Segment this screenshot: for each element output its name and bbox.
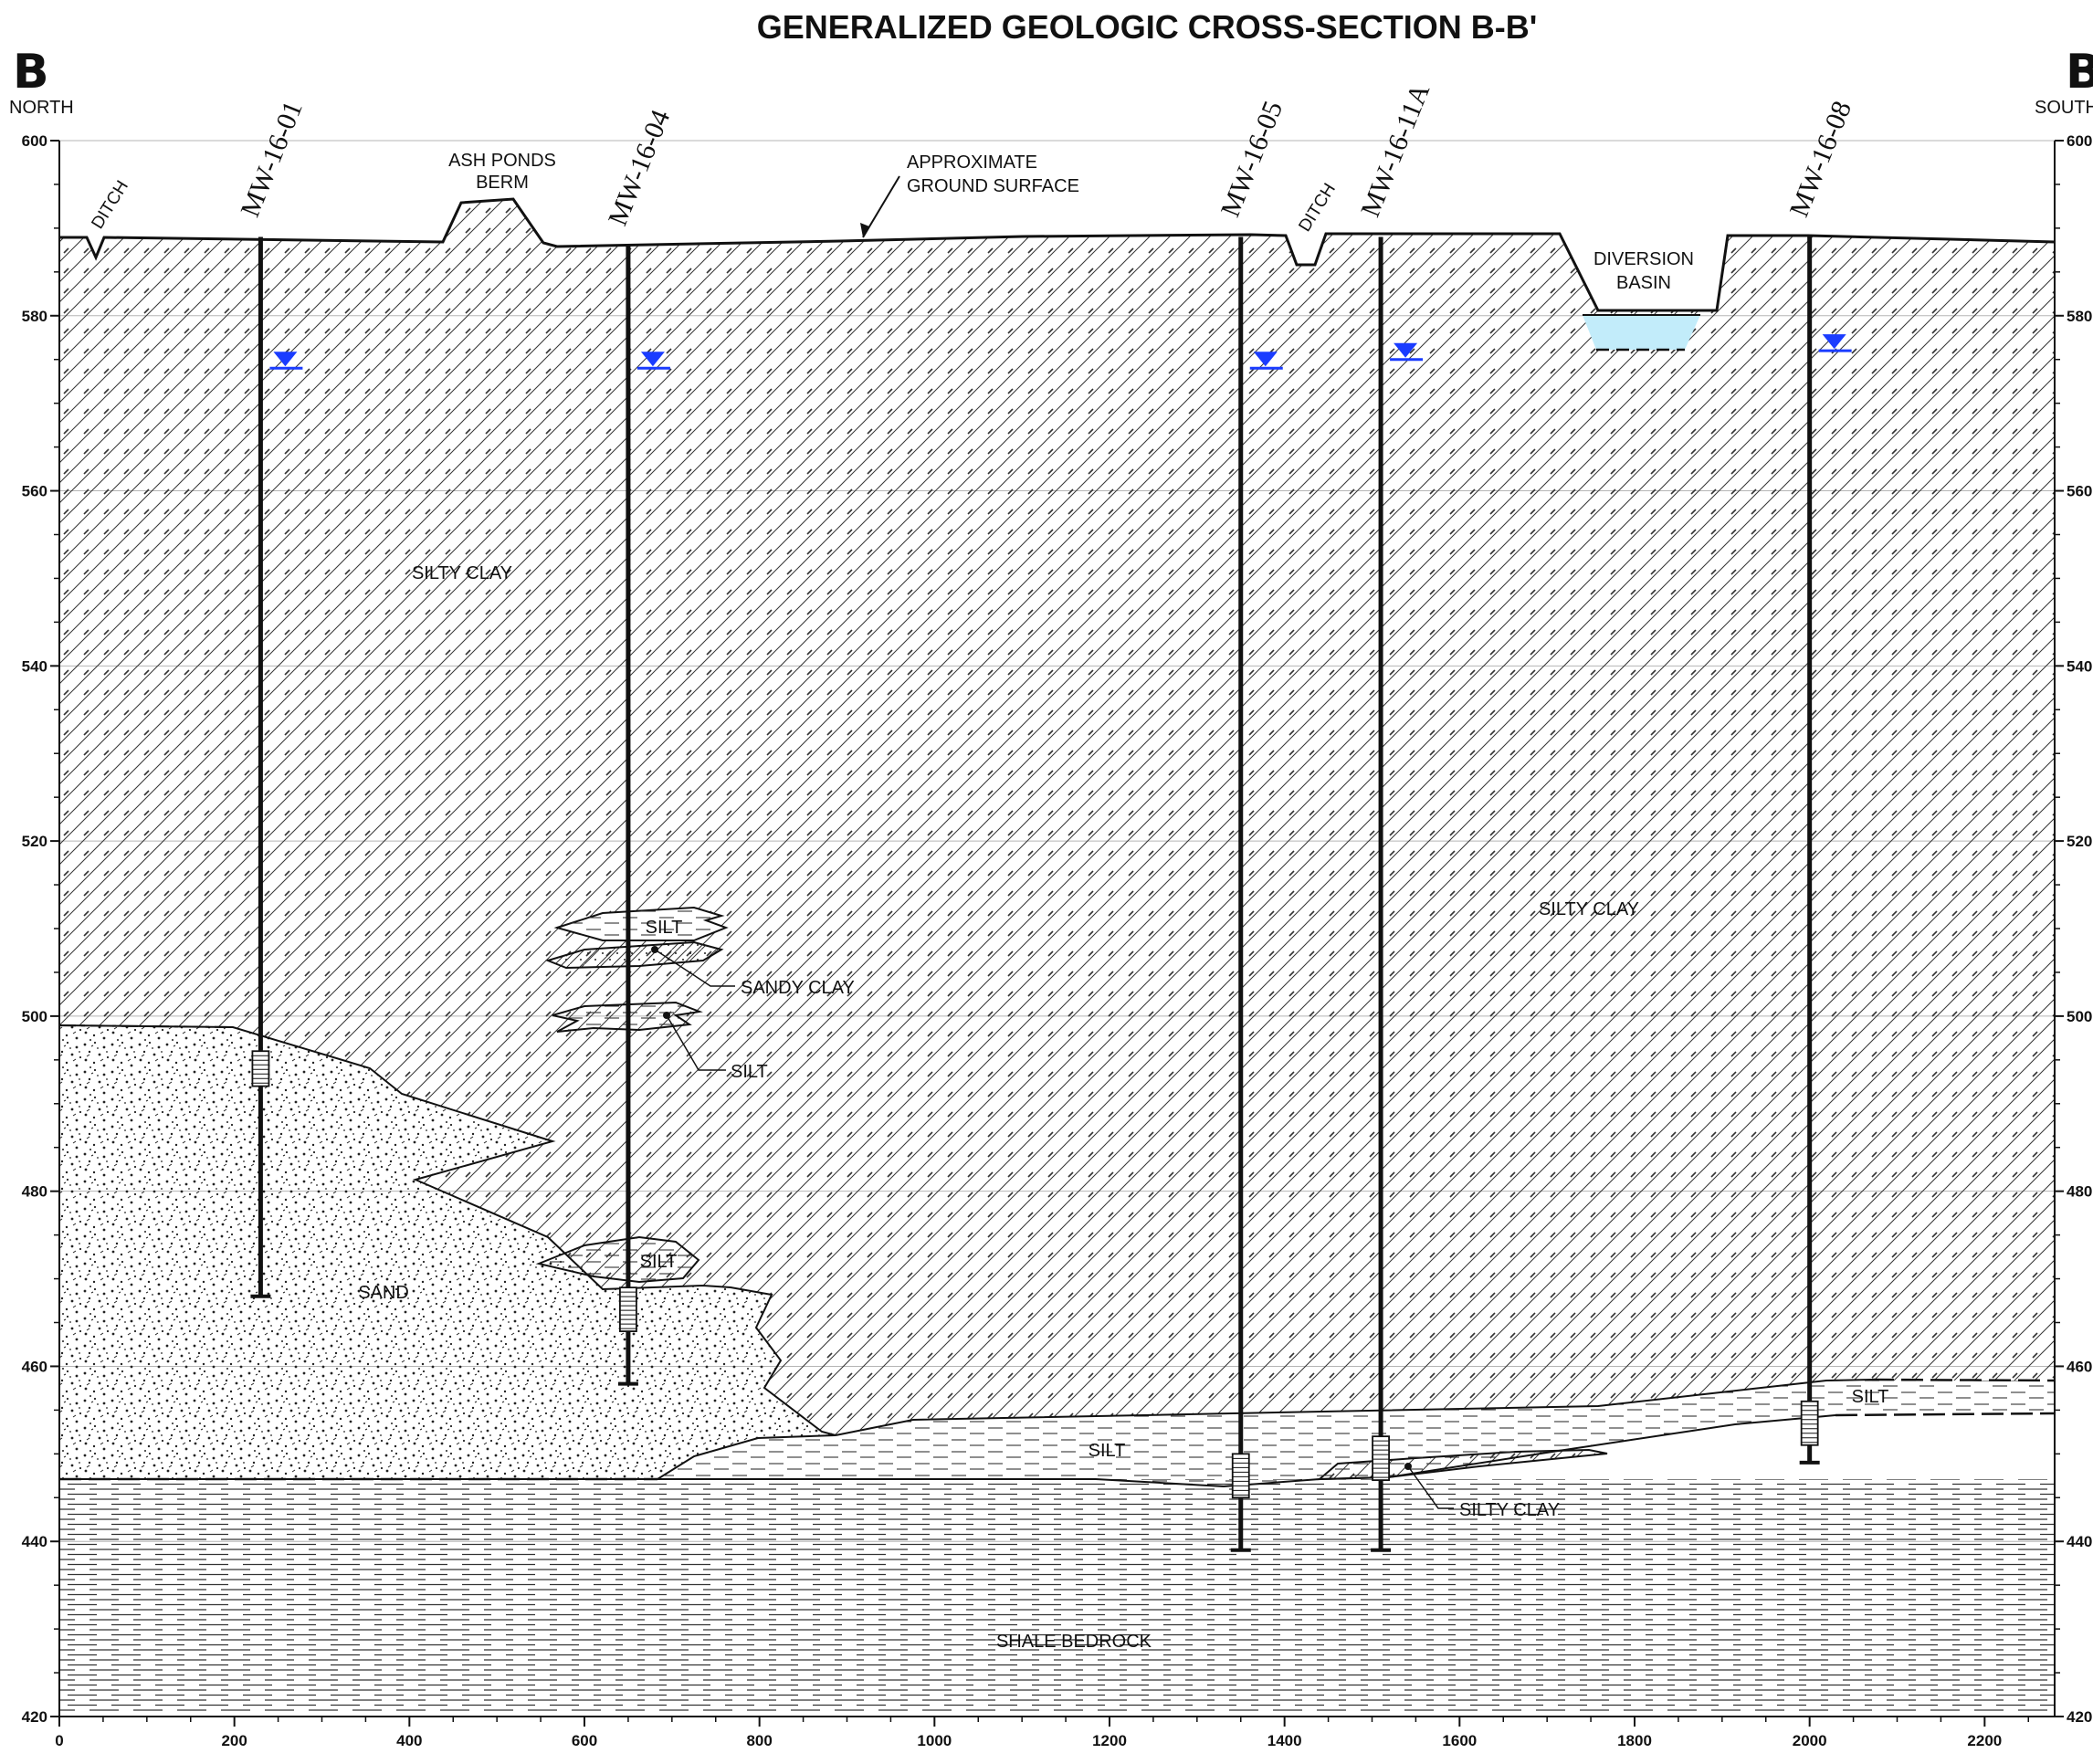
- y-tick-label-right: 480: [2067, 1183, 2092, 1201]
- sand-top-contact: [58, 1024, 234, 1028]
- silt-right-label: SILT: [1852, 1387, 1889, 1407]
- ground-surface-line: [59, 197, 2056, 312]
- bedrock-contact-solid: [657, 1414, 1836, 1488]
- x-tick-label: 1000: [917, 1732, 952, 1749]
- y-tick-label-left: 500: [22, 1008, 47, 1025]
- y-tick-label-left: 600: [22, 132, 47, 150]
- sandy-clay-dot: [651, 946, 658, 953]
- well-screen: [1231, 1453, 1250, 1499]
- ground-surface-label-line-2: GROUND SURFACE: [907, 176, 1079, 196]
- x-tick-label: 1200: [1092, 1732, 1127, 1749]
- x-tick-label: 2000: [1793, 1732, 1827, 1749]
- well-screen: [1800, 1400, 1819, 1446]
- y-tick-label-left: 520: [22, 833, 47, 850]
- silty-clay-label-right: SILTY CLAY: [1539, 899, 1639, 919]
- y-tick-label-left: 460: [22, 1358, 47, 1375]
- ground-surface-leader: [862, 175, 900, 238]
- y-axis-right: 420 440 460 480 500 520 540 560 580 600: [2055, 132, 2092, 1726]
- sandy-clay-label: SANDY CLAY: [741, 978, 855, 998]
- well-name-label: MW-16-01: [235, 97, 309, 221]
- y-tick-label-left: 560: [22, 483, 47, 500]
- sandy-clay-lens: [544, 940, 724, 970]
- y-axis-left: 420 440 460 480 500 520 540 560 580 600: [22, 132, 59, 1726]
- water-level-icon: [1822, 334, 1846, 350]
- berm-label-line-1: ASH PONDS: [448, 151, 556, 171]
- y-tick-label-left: 540: [22, 657, 47, 675]
- shale-bedrock-unit: [59, 1479, 2055, 1714]
- y-tick-label-right: 520: [2067, 833, 2092, 850]
- ditch-label-1: DITCH: [88, 177, 132, 232]
- silt-lens-label-lower: SILT: [640, 1252, 678, 1272]
- x-tick-label: 2200: [1967, 1732, 2002, 1749]
- well-screen: [1372, 1435, 1390, 1481]
- well-name-label: MW-16-05: [1215, 97, 1289, 221]
- bedrock-contact-right: [1835, 1412, 2056, 1417]
- section-title: GENERALIZED GEOLOGIC CROSS-SECTION B-B': [757, 8, 1538, 46]
- y-tick-label-right: 580: [2067, 308, 2092, 325]
- well-screen: [251, 1050, 270, 1087]
- silt-top-contact-right: [1871, 1378, 2056, 1382]
- silty-clay-label-left: SILTY CLAY: [412, 563, 512, 583]
- right-direction-label: SOUTH: [2035, 98, 2093, 118]
- y-tick-label-left: 420: [22, 1708, 47, 1726]
- water-level-icon: [640, 352, 665, 367]
- silt-callout-label: SILT: [731, 1062, 768, 1082]
- berm-label-line-2: BERM: [476, 173, 529, 193]
- shale-bedrock-label: SHALE BEDROCK: [996, 1632, 1152, 1652]
- x-axis: 0 200 400 600 800 1000 1200 1400 1600 1800 2000 220…: [55, 1717, 2029, 1749]
- sand-label: SAND: [358, 1283, 409, 1303]
- sandy-clay-leader: [654, 949, 735, 987]
- silt-lens-lower: [535, 1235, 700, 1284]
- ditch-label-2: DITCH: [1295, 180, 1340, 235]
- silt-callout-leader: [666, 1014, 726, 1071]
- x-tick-label: 200: [221, 1732, 247, 1749]
- y-tick-label-left: 480: [22, 1183, 47, 1201]
- silty-clay-lower-leader: [1407, 1465, 1454, 1509]
- well-name-label: MW-16-04: [603, 106, 677, 230]
- x-tick-label: 0: [55, 1732, 63, 1749]
- silty-clay-lower-dot: [1404, 1463, 1412, 1470]
- silt-lens-upper-fill: [557, 908, 726, 940]
- y-tick-label-right: 600: [2067, 132, 2092, 150]
- x-tick-label: 600: [572, 1732, 597, 1749]
- water-level-icon: [1394, 342, 1418, 358]
- well-name-label: MW-16-08: [1784, 97, 1858, 221]
- y-tick-label-left: 580: [22, 308, 47, 325]
- x-tick-label: 400: [396, 1732, 422, 1749]
- ground-surface-leader-arrow: [860, 223, 869, 237]
- silt-top-contact: [835, 1379, 1873, 1436]
- silt-lower-unit: [657, 1381, 2055, 1486]
- y-tick-label-right: 500: [2067, 1008, 2092, 1025]
- y-tick-label-right: 420: [2067, 1708, 2092, 1726]
- right-end-mark: B': [2066, 45, 2093, 100]
- silty-clay-unit: [59, 199, 2055, 1435]
- well-name-label: MW-16-11A: [1355, 79, 1436, 221]
- y-tick-label-right: 440: [2067, 1533, 2092, 1550]
- water-level-icon: [273, 352, 298, 367]
- ground-surface-label-line-1: APPROXIMATE: [907, 152, 1037, 173]
- diversion-basin-water: [1583, 315, 1700, 350]
- y-tick-label-right: 460: [2067, 1358, 2092, 1375]
- left-end-mark: B: [13, 45, 49, 100]
- silt-lower-label: SILT: [1089, 1441, 1126, 1461]
- x-tick-label: 1800: [1617, 1732, 1652, 1749]
- water-level-icon: [1253, 352, 1278, 367]
- silt-lens-label-upper: SILT: [646, 918, 683, 938]
- x-tick-label: 800: [746, 1732, 772, 1749]
- y-tick-label-right: 560: [2067, 483, 2092, 500]
- x-tick-label: 1400: [1267, 1732, 1302, 1749]
- silty-clay-lower-label: SILTY CLAY: [1459, 1500, 1560, 1520]
- left-direction-label: NORTH: [9, 98, 74, 118]
- y-tick-label-right: 540: [2067, 657, 2092, 675]
- x-tick-label: 1600: [1442, 1732, 1477, 1749]
- diversion-basin-label-line-1: DIVERSION: [1593, 249, 1694, 269]
- diversion-basin-label-line-2: BASIN: [1616, 273, 1671, 293]
- silt-callout-dot: [663, 1012, 670, 1019]
- well-screen: [619, 1286, 637, 1332]
- y-tick-label-left: 440: [22, 1533, 47, 1550]
